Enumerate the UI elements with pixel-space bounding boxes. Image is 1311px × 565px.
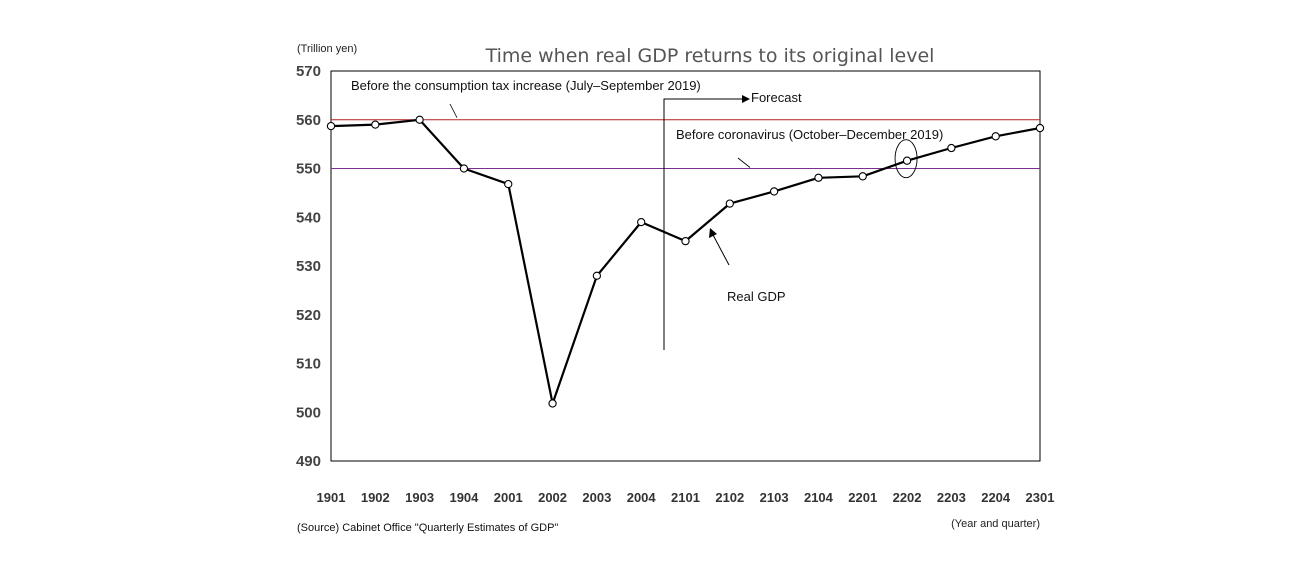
data-point-2202 bbox=[902, 156, 912, 165]
data-point-2201 bbox=[858, 172, 867, 181]
x-tick-labels: 1901 1902 1903 1904 2001 2002 2003 2004 2101 2102… bbox=[317, 490, 1055, 505]
y-tick-510: 510 bbox=[296, 356, 321, 373]
y-tick-560: 560 bbox=[296, 112, 321, 129]
reference-label-coronavirus: Before coronavirus (October–December 201… bbox=[676, 127, 943, 142]
data-point-2204 bbox=[991, 132, 1000, 141]
data-point-1902 bbox=[371, 120, 380, 129]
forecast-bracket bbox=[663, 98, 742, 350]
forecast-annotation: Forecast bbox=[663, 90, 802, 350]
x-tick-2301: 2301 bbox=[1026, 490, 1055, 505]
series-label-arrowhead bbox=[709, 228, 717, 238]
y-tick-labels: 490 500 510 520 530 540 550 560 570 bbox=[296, 63, 321, 470]
x-tick-2103: 2103 bbox=[760, 490, 789, 505]
data-point-2301 bbox=[1035, 123, 1045, 133]
x-tick-2003: 2003 bbox=[582, 490, 611, 505]
data-point-2002 bbox=[548, 399, 557, 408]
real-gdp-line bbox=[330, 118, 1041, 405]
highlight-ellipse bbox=[894, 139, 918, 179]
x-axis-unit-label: (Year and quarter) bbox=[951, 518, 1040, 530]
x-tick-2204: 2204 bbox=[981, 490, 1011, 505]
forecast-arrowhead bbox=[742, 95, 750, 103]
forecast-label: Forecast bbox=[751, 90, 802, 105]
reference-label-tax-increase: Before the consumption tax increase (Jul… bbox=[351, 78, 701, 93]
data-point-1901 bbox=[326, 121, 336, 131]
plot-area-frame bbox=[330, 70, 1041, 462]
series-label-real-gdp: Real GDP bbox=[727, 289, 786, 304]
y-tick-500: 500 bbox=[296, 404, 321, 421]
reference-lines: Before the consumption tax increase (Jul… bbox=[331, 78, 1040, 169]
x-tick-2102: 2102 bbox=[715, 490, 744, 505]
x-tick-2203: 2203 bbox=[937, 490, 966, 505]
x-tick-1904: 1904 bbox=[449, 490, 479, 505]
data-point-2102 bbox=[725, 199, 734, 208]
data-point-2004 bbox=[637, 217, 646, 227]
x-tick-1901: 1901 bbox=[317, 490, 346, 505]
x-tick-2201: 2201 bbox=[848, 490, 877, 505]
chart-title: Time when real GDP returns to its origin… bbox=[485, 45, 935, 67]
data-point-2103 bbox=[769, 187, 779, 196]
data-point-2003 bbox=[592, 271, 602, 280]
y-tick-540: 540 bbox=[296, 209, 321, 226]
data-point-2101 bbox=[681, 236, 690, 246]
y-tick-490: 490 bbox=[296, 453, 321, 470]
series-annotations: Real GDP bbox=[709, 139, 918, 304]
y-tick-570: 570 bbox=[296, 63, 321, 80]
x-tick-2001: 2001 bbox=[494, 490, 523, 505]
real-gdp-series bbox=[326, 115, 1045, 408]
x-tick-2004: 2004 bbox=[627, 490, 657, 505]
x-tick-2202: 2202 bbox=[893, 490, 922, 505]
x-tick-2002: 2002 bbox=[538, 490, 567, 505]
y-axis-unit-label: (Trillion yen) bbox=[297, 43, 357, 55]
x-tick-1903: 1903 bbox=[405, 490, 434, 505]
data-point-1903 bbox=[415, 115, 424, 124]
series-label-arrow bbox=[711, 232, 730, 266]
x-tick-2101: 2101 bbox=[671, 490, 700, 505]
data-point-2001 bbox=[504, 179, 513, 189]
y-tick-550: 550 bbox=[296, 161, 321, 178]
x-tick-2104: 2104 bbox=[804, 490, 834, 505]
source-note: (Source) Cabinet Office "Quarterly Estim… bbox=[297, 522, 558, 534]
data-point-2104 bbox=[814, 173, 823, 182]
y-tick-530: 530 bbox=[296, 258, 321, 275]
reference-pointer-coronavirus bbox=[737, 157, 751, 168]
reference-pointer-tax-increase bbox=[449, 103, 458, 118]
y-tick-520: 520 bbox=[296, 307, 321, 324]
x-tick-1902: 1902 bbox=[361, 490, 390, 505]
data-point-1904 bbox=[459, 164, 469, 173]
data-point-2203 bbox=[947, 143, 956, 153]
